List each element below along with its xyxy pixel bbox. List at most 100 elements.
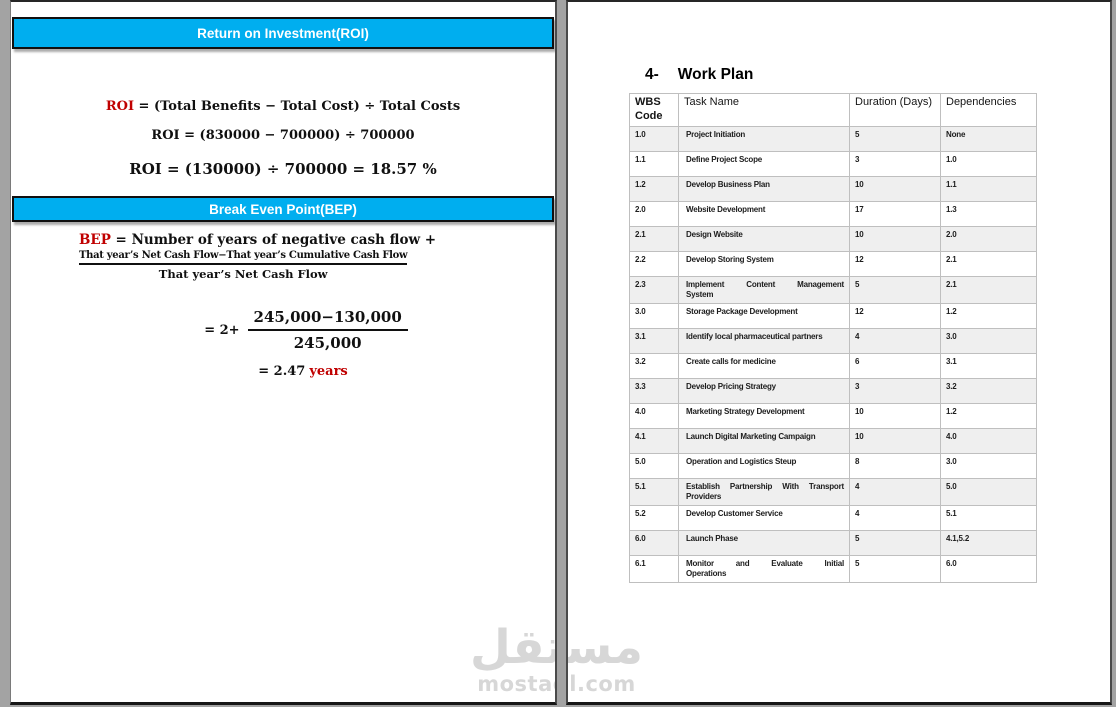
dependencies-cell: 1.2: [940, 403, 1037, 429]
work-plan-heading: 4- Work Plan: [645, 66, 753, 84]
table-row: 3.2 Create calls for medicine 6 3.1: [629, 353, 1037, 379]
task-name-cell: Monitor and Evaluate Initial Operations: [678, 555, 850, 583]
dependencies-cell: 3.0: [940, 453, 1037, 479]
task-name-cell: Design Website: [678, 226, 850, 252]
page-left: Return on Investment(ROI) ROI = (Total B…: [10, 0, 557, 705]
dependencies-cell: 2.1: [940, 251, 1037, 277]
wbs-code-cell: 2.1: [629, 226, 679, 252]
table-row: 5.0 Operation and Logistics Steup 8 3.0: [629, 453, 1037, 479]
wbs-code-cell: 1.1: [629, 151, 679, 177]
duration-cell: 4: [849, 505, 941, 531]
bep-calculation: = 2+ 245,000−130,000 245,000: [11, 308, 555, 352]
dependencies-cell: 1.2: [940, 303, 1037, 329]
dependencies-cell: 5.0: [940, 478, 1037, 506]
task-name-cell: Launch Digital Marketing Campaign: [678, 428, 850, 454]
table-row: 3.1 Identify local pharmaceutical partner…: [629, 328, 1037, 354]
dependencies-cell: 4.0: [940, 428, 1037, 454]
bep-calc-denominator: 245,000: [293, 334, 362, 352]
wbs-code-cell: 5.0: [629, 453, 679, 479]
dependencies-cell: 6.0: [940, 555, 1037, 583]
dependencies-cell: 1.0: [940, 151, 1037, 177]
watermark-latin-text: mostaql.com: [568, 672, 636, 696]
wbs-code-cell: 5.2: [629, 505, 679, 531]
table-row: 2.1 Design Website 10 2.0: [629, 226, 1037, 252]
table-row: 2.3 Implement Content Management System 5 2…: [629, 276, 1037, 304]
table-row: 3.0 Storage Package Development 12 1.2: [629, 303, 1037, 329]
duration-cell: 5: [849, 530, 941, 556]
task-name-cell: Launch Phase: [678, 530, 850, 556]
duration-cell: 5: [849, 555, 941, 583]
wbs-code-cell: 5.1: [629, 478, 679, 506]
bep-label: BEP: [79, 232, 111, 248]
wbs-code-cell: 6.1: [629, 555, 679, 583]
bep-calc-prefix: = 2+: [204, 322, 240, 338]
wbs-code-cell: 2.0: [629, 201, 679, 227]
bep-calc-numerator: 245,000−130,000: [247, 308, 408, 331]
duration-cell: 10: [849, 428, 941, 454]
table-row: 3.3 Develop Pricing Strategy 3 3.2: [629, 378, 1037, 404]
table-row: 6.1 Monitor and Evaluate Initial Operatio…: [629, 555, 1037, 583]
wbs-code-cell: 2.2: [629, 251, 679, 277]
bep-formula-fraction: That year’s Net Cash Flow−That year’s Cu…: [79, 250, 408, 281]
dependencies-cell: 3.2: [940, 378, 1037, 404]
dependencies-cell: 1.3: [940, 201, 1037, 227]
bep-section-banner: Break Even Point(BEP): [12, 196, 554, 222]
duration-cell: 10: [849, 176, 941, 202]
duration-cell: 5: [849, 126, 941, 152]
roi-calculation-1: ROI = (830000 − 700000) ÷ 700000: [151, 128, 415, 143]
work-plan-table: WBS Code Task Name Duration (Days) Dependen…: [629, 93, 1037, 583]
wbs-code-cell: 1.0: [629, 126, 679, 152]
duration-cell: 10: [849, 226, 941, 252]
task-name-cell: Storage Package Development: [678, 303, 850, 329]
roi-label: ROI: [105, 99, 135, 114]
bep-result-value: = 2.47: [258, 364, 306, 379]
duration-cell: 17: [849, 201, 941, 227]
task-name-cell: Develop Customer Service: [678, 505, 850, 531]
watermark-arabic-text: مستقل: [470, 620, 557, 675]
roi-formula: ROI = (Total Benefits − Total Cost) ÷ To…: [11, 99, 555, 114]
dependencies-cell: 5.1: [940, 505, 1037, 531]
wbs-code-cell: 3.1: [629, 328, 679, 354]
page-right: 4- Work Plan WBS Code Task Name Duration (…: [566, 0, 1112, 705]
table-row: 6.0 Launch Phase 5 4.1,5.2: [629, 530, 1037, 556]
dependencies-cell: 1.1: [940, 176, 1037, 202]
bep-formula-body: = Number of years of negative cash flow …: [110, 232, 437, 248]
roi-banner-title: Return on Investment(ROI): [197, 25, 369, 41]
duration-cell: 12: [849, 303, 941, 329]
duration-cell: 5: [849, 276, 941, 304]
table-row: 5.1 Establish Partnership With Transport …: [629, 478, 1037, 506]
header-row: WBS Code Task Name Duration (Days) Dependen…: [629, 93, 1037, 127]
task-name-cell: Establish Partnership With Transport Pro…: [678, 478, 850, 506]
dependencies-cell: 4.1,5.2: [940, 530, 1037, 556]
bep-calc-fraction: 245,000−130,000 245,000: [247, 308, 408, 352]
task-name-cell: Implement Content Management System: [678, 276, 850, 304]
roi-section-banner: Return on Investment(ROI): [12, 17, 554, 49]
bep-banner-title: Break Even Point(BEP): [209, 201, 357, 217]
duration-cell: 3: [849, 378, 941, 404]
wbs-code-cell: 4.1: [629, 428, 679, 454]
watermark: مستقل mostaql.com: [566, 620, 717, 696]
duration-cell: 12: [849, 251, 941, 277]
task-name-cell: Identify local pharmaceutical partners: [678, 328, 850, 354]
duration-cell: 6: [849, 353, 941, 379]
wbs-code-cell: 3.0: [629, 303, 679, 329]
duration-cell: 4: [849, 328, 941, 354]
watermark-arabic-text: مستقل: [566, 620, 643, 675]
watermark-latin-text: mostaql.com: [477, 672, 555, 696]
dependencies-cell: 3.1: [940, 353, 1037, 379]
task-name-cell: Develop Storing System: [678, 251, 850, 277]
column-header: WBS Code: [629, 93, 679, 127]
roi-formula-body: = (Total Benefits − Total Cost) ÷ Total …: [134, 99, 461, 114]
watermark: مستقل mostaql.com: [396, 620, 557, 696]
wbs-code-cell: 2.3: [629, 276, 679, 304]
bep-formula-numerator: That year’s Net Cash Flow−That year’s Cu…: [79, 250, 408, 265]
table-row: 2.2 Develop Storing System 12 2.1: [629, 251, 1037, 277]
table-row: 1.2 Develop Business Plan 10 1.1: [629, 176, 1037, 202]
table-row: 1.1 Define Project Scope 3 1.0: [629, 151, 1037, 177]
task-name-cell: Website Development: [678, 201, 850, 227]
dependencies-cell: 2.1: [940, 276, 1037, 304]
section-number: 4-: [645, 66, 659, 83]
task-name-cell: Create calls for medicine: [678, 353, 850, 379]
wbs-code-cell: 3.3: [629, 378, 679, 404]
task-name-cell: Develop Pricing Strategy: [678, 378, 850, 404]
